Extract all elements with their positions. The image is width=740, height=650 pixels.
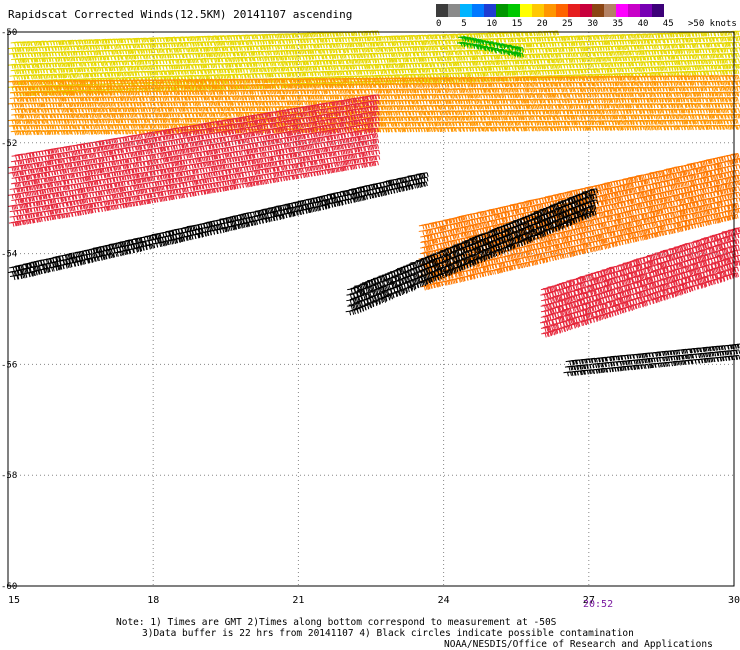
legend-swatch — [628, 4, 640, 17]
legend-label: 40 — [637, 19, 649, 29]
legend-swatch — [652, 4, 664, 17]
wind-swath — [8, 74, 740, 136]
wind-barbs-layer — [7, 30, 740, 377]
legend-swatch — [472, 4, 484, 17]
legend-swatch — [484, 4, 496, 17]
legend-swatch — [448, 4, 460, 17]
legend-swatch — [496, 4, 508, 17]
legend-label: 0 — [436, 19, 442, 29]
legend-label: 20 — [536, 19, 548, 29]
legend-swatch — [556, 4, 568, 17]
legend-swatch — [640, 4, 652, 17]
legend-label: 30 — [587, 19, 599, 29]
legend-swatch — [616, 4, 628, 17]
legend-swatch — [592, 4, 604, 17]
legend-swatch — [532, 4, 544, 17]
legend-label: 45 — [662, 19, 674, 29]
legend-swatch — [568, 4, 580, 17]
legend-swatch — [508, 4, 520, 17]
chart-title: Rapidscat Corrected Winds(12.5KM) 201411… — [8, 8, 353, 21]
legend-swatch — [544, 4, 556, 17]
legend-label: 35 — [612, 19, 624, 29]
legend-swatch — [436, 4, 448, 17]
legend-swatch — [520, 4, 532, 17]
wind-speed-legend: 0 5 10 15 20 25 30 35 40 45 >50 knots — [436, 4, 737, 29]
legend-label: 10 — [486, 19, 498, 29]
legend-label: 15 — [511, 19, 523, 29]
legend-label: 25 — [562, 19, 573, 29]
legend-label: 5 — [461, 19, 467, 29]
legend-swatch — [604, 4, 616, 17]
legend-color-bar — [436, 4, 736, 17]
legend-labels: 0 5 10 15 20 25 30 35 40 45 >50 knots — [436, 17, 737, 29]
legend-label: >50 knots — [688, 19, 737, 29]
legend-swatch — [460, 4, 472, 17]
legend-swatch — [580, 4, 592, 17]
